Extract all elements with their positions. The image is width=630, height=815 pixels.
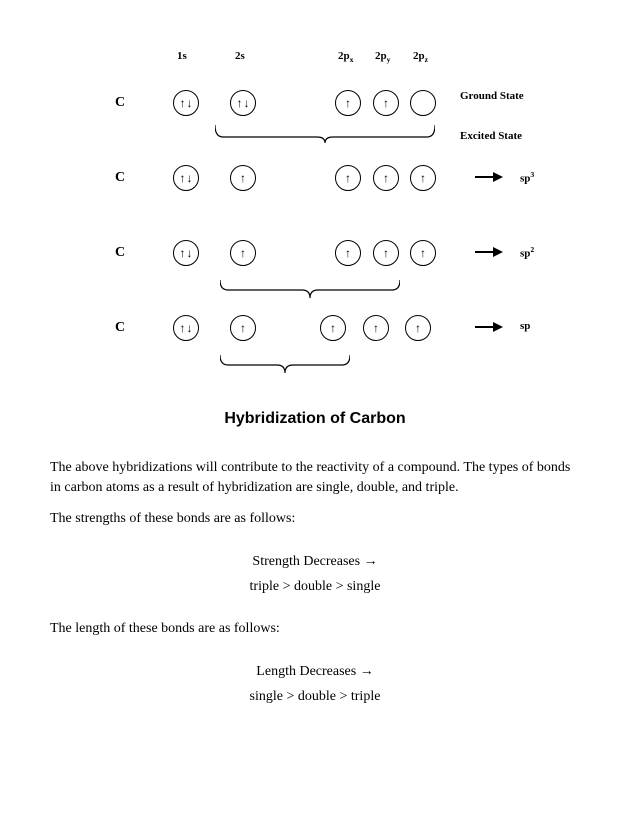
orbital-circle	[410, 240, 436, 266]
orbital-circle	[363, 315, 389, 341]
orbital-circle	[373, 165, 399, 191]
strength-header: Strength Decreases →	[50, 549, 580, 574]
arrow-icon	[475, 172, 505, 182]
orbital-header: 2py	[375, 50, 390, 64]
row-label: C	[115, 95, 125, 111]
orbital-circle	[410, 90, 436, 116]
length-order: single > double > triple	[50, 684, 580, 709]
paragraph-2: The strengths of these bonds are as foll…	[50, 509, 580, 529]
brace-icon	[220, 280, 400, 300]
diagram-title: Hybridization of Carbon	[50, 410, 580, 428]
orbital-circle	[410, 165, 436, 191]
orbital-circle	[173, 240, 199, 266]
orbital-circle	[335, 165, 361, 191]
orbital-circle	[335, 240, 361, 266]
orbital-circle	[230, 165, 256, 191]
brace-icon	[215, 125, 435, 145]
orbital-circle	[230, 240, 256, 266]
side-label: sp	[520, 320, 530, 332]
strength-order: triple > double > single	[50, 574, 580, 599]
row-label: C	[115, 170, 125, 186]
orbital-circle	[230, 90, 256, 116]
arrow-icon	[475, 247, 505, 257]
orbital-header: 2s	[235, 50, 245, 62]
excited-state-label: Excited State	[460, 130, 522, 142]
orbital-circle	[405, 315, 431, 341]
orbital-circle	[320, 315, 346, 341]
orbital-circle	[230, 315, 256, 341]
length-header: Length Decreases →	[50, 659, 580, 684]
length-block: Length Decreases → single > double > tri…	[50, 659, 580, 709]
orbital-circle	[173, 315, 199, 341]
hybridization-diagram: 1s 2s 2px 2py 2pz C Ground State Csp3 Csp2 Csp Exc…	[55, 40, 575, 390]
orbital-circle	[373, 240, 399, 266]
orbital-circle	[335, 90, 361, 116]
orbital-header: 1s	[177, 50, 187, 62]
row-label: C	[115, 320, 125, 336]
orbital-circle	[173, 90, 199, 116]
orbital-header: 2px	[338, 50, 353, 64]
orbital-header: 2pz	[413, 50, 428, 64]
side-label: Ground State	[460, 90, 524, 102]
orbital-circle	[173, 165, 199, 191]
orbital-circle	[373, 90, 399, 116]
arrow-icon	[475, 322, 505, 332]
paragraph-3: The length of these bonds are as follows…	[50, 619, 580, 639]
row-label: C	[115, 245, 125, 261]
paragraph-1: The above hybridizations will contribute…	[50, 458, 580, 497]
strength-block: Strength Decreases → triple > double > s…	[50, 549, 580, 599]
side-label: sp3	[520, 170, 534, 185]
brace-icon	[220, 355, 350, 375]
side-label: sp2	[520, 245, 534, 260]
